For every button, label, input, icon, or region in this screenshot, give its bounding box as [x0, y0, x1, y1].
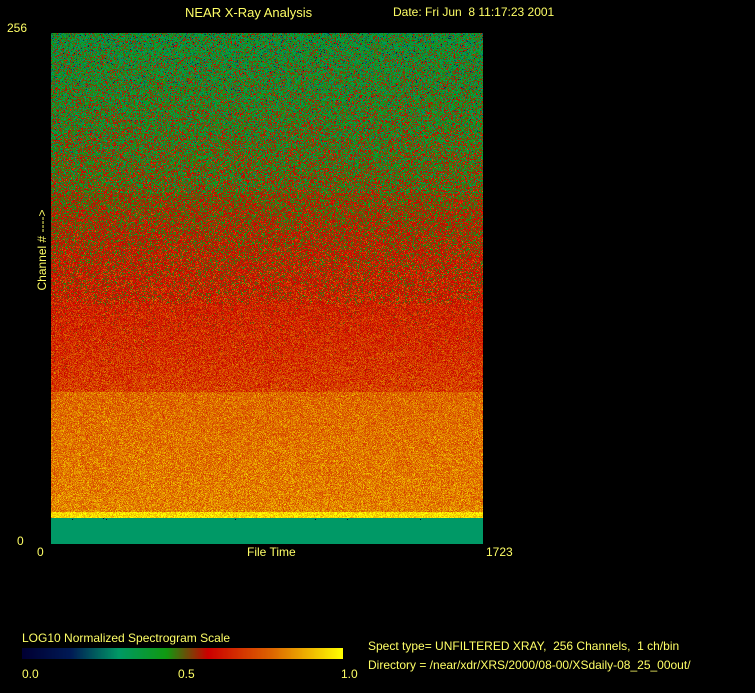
- chart-title: NEAR X-Ray Analysis: [185, 5, 313, 20]
- directory-label: Directory = /near/xdr/XRS/2000/08-00/XSd…: [368, 658, 691, 672]
- date-label: Date: Fri Jun 8 11:17:23 2001: [393, 5, 555, 19]
- spectrogram-heatmap: [51, 33, 483, 544]
- colorbar-tick-1: 1.0: [341, 667, 358, 681]
- colorbar-tick-0: 0.0: [22, 667, 39, 681]
- y-axis-label: Channel # ---->: [35, 209, 49, 291]
- x-axis-label: File Time: [247, 545, 296, 559]
- colorbar: [22, 648, 343, 659]
- x-tick-min: 0: [37, 545, 44, 559]
- colorbar-tick-05: 0.5: [178, 667, 195, 681]
- x-tick-max: 1723: [486, 545, 513, 559]
- y-tick-min: 0: [17, 534, 24, 548]
- y-tick-max: 256: [7, 21, 28, 35]
- spect-type-label: Spect type= UNFILTERED XRAY, 256 Channel…: [368, 639, 680, 653]
- colorbar-title: LOG10 Normalized Spectrogram Scale: [22, 631, 231, 645]
